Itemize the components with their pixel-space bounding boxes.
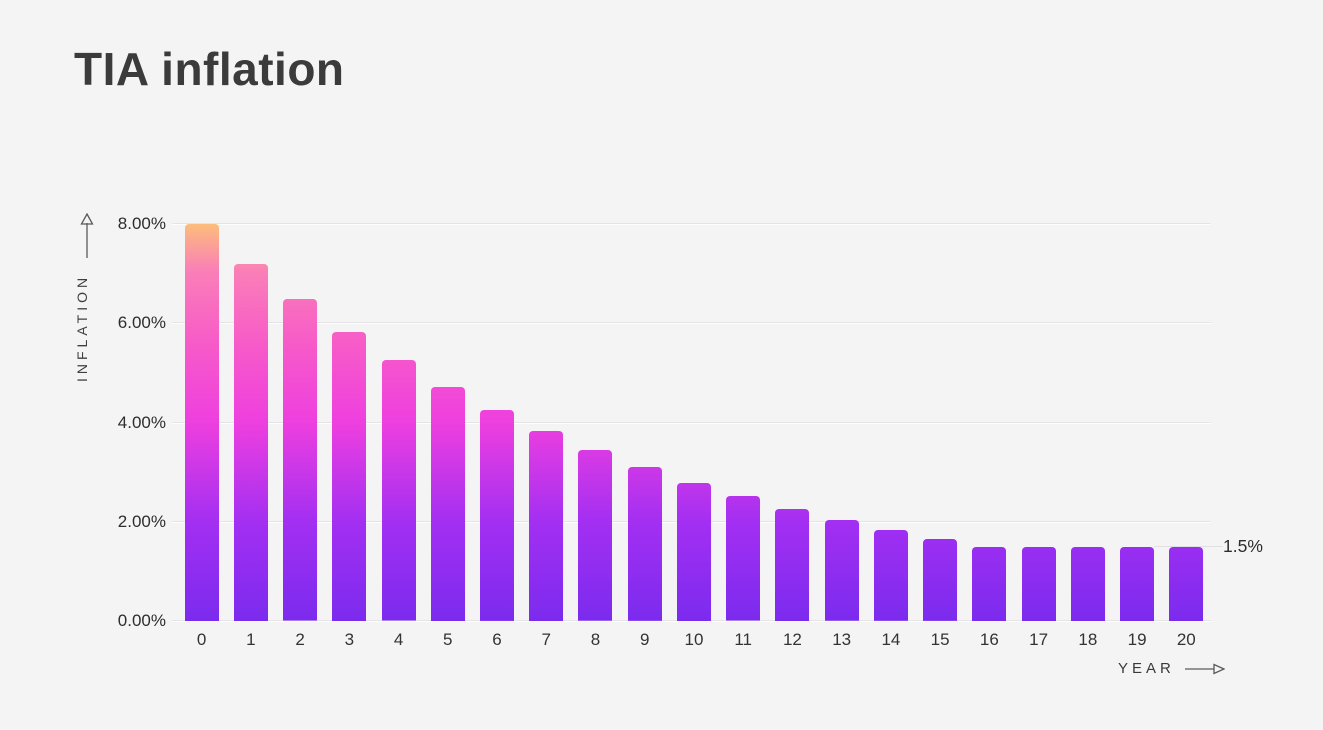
bar-slot-13: [817, 224, 866, 621]
x-tick-label-18: 18: [1078, 630, 1098, 649]
bar-year-7: [529, 430, 564, 621]
x-tick-label-9: 9: [639, 630, 650, 649]
bar-year-2: [283, 299, 318, 621]
bar-slot-6: [472, 224, 521, 621]
bar-slot-11: [719, 224, 768, 621]
y-axis-arrow-icon: [80, 213, 94, 258]
annotation-line: [1154, 545, 1223, 548]
annotation-label: 1.5%: [1223, 535, 1263, 556]
bar-slot-14: [866, 224, 915, 621]
bar-year-10: [676, 482, 711, 621]
x-tick-label-14: 14: [881, 630, 901, 649]
bar-year-16: [972, 546, 1007, 621]
bar-slot-5: [423, 224, 472, 621]
bar-slot-10: [669, 224, 718, 621]
bar-slot-2: [275, 224, 324, 621]
y-tick-label: 0.00%: [117, 611, 166, 630]
x-axis-ticks: 0 1 2 3 4 5 6 7 8 9 10 11 12 13 14 15 16 17 18 19 20: [177, 630, 1211, 650]
plot-area: [172, 223, 1223, 622]
x-tick-label-19: 19: [1127, 630, 1147, 649]
gridline-4: [172, 421, 1211, 424]
x-axis-arrow-icon: [1184, 662, 1225, 675]
x-tick-label-7: 7: [541, 630, 551, 649]
x-tick-label-3: 3: [344, 630, 355, 649]
x-axis-title: YEAR: [1118, 660, 1175, 677]
bar-year-1: [233, 263, 268, 621]
x-tick-label-13: 13: [832, 630, 852, 649]
bar-year-11: [726, 496, 761, 621]
bar-slot-8: [571, 224, 620, 621]
y-tick-label: 6.00%: [117, 313, 166, 333]
bar-year-6: [480, 410, 515, 621]
bar-year-18: [1070, 546, 1105, 621]
page-title: TIA inflation: [74, 43, 345, 95]
x-tick-label-4: 4: [393, 630, 404, 649]
x-tick-label-20: 20: [1176, 630, 1196, 649]
bar-slot-18: [1063, 224, 1112, 621]
x-tick-label-5: 5: [443, 630, 453, 649]
x-tick-label-10: 10: [684, 630, 704, 649]
bar-year-5: [430, 386, 465, 621]
x-tick-label-1: 1: [246, 630, 256, 649]
bar-year-4: [381, 360, 416, 621]
bar-year-15: [923, 539, 958, 621]
bar-slot-16: [965, 224, 1014, 621]
gridline-6: [172, 322, 1211, 325]
bar-slot-12: [768, 224, 817, 621]
bar-slot-7: [522, 224, 571, 621]
bar-slot-20: [1162, 224, 1211, 621]
bar-year-17: [1021, 546, 1056, 621]
bar-slot-3: [325, 224, 374, 621]
bar-year-0: [184, 224, 219, 621]
bar-slot-17: [1014, 224, 1063, 621]
bar-slot-1: [226, 224, 275, 621]
bar-year-20: [1169, 546, 1204, 621]
x-tick-label-11: 11: [734, 630, 753, 649]
x-tick-label-12: 12: [782, 630, 802, 649]
bar-year-13: [824, 520, 859, 621]
bar-slot-19: [1112, 224, 1161, 621]
bar-year-14: [873, 530, 908, 621]
bar-year-12: [775, 508, 810, 621]
x-tick-label-17: 17: [1029, 630, 1049, 649]
y-tick-label: 2.00%: [117, 511, 166, 531]
bar-year-9: [627, 467, 662, 621]
bar-slot-0: [177, 224, 226, 621]
bar-slot-9: [620, 224, 669, 621]
y-axis-ticks: 8.00% 6.00% 4.00% 2.00% 0.00%: [88, 214, 166, 630]
x-tick-label-0: 0: [196, 630, 207, 649]
x-tick-label-16: 16: [979, 630, 999, 649]
x-tick-label-8: 8: [590, 630, 601, 649]
bars-row: [177, 224, 1211, 621]
x-axis-group: YEAR: [1118, 660, 1225, 677]
x-tick-label-2: 2: [295, 630, 305, 649]
y-tick-label: 8.00%: [117, 214, 166, 233]
gridline-8: [172, 223, 1211, 225]
bar-slot-4: [374, 224, 423, 621]
y-tick-label: 4.00%: [117, 412, 166, 432]
bar-year-19: [1120, 546, 1155, 621]
x-tick-label-15: 15: [930, 630, 950, 649]
bar-slot-15: [916, 224, 965, 621]
x-tick-label-6: 6: [492, 630, 502, 649]
bar-year-8: [578, 450, 613, 621]
bar-year-3: [332, 331, 367, 621]
